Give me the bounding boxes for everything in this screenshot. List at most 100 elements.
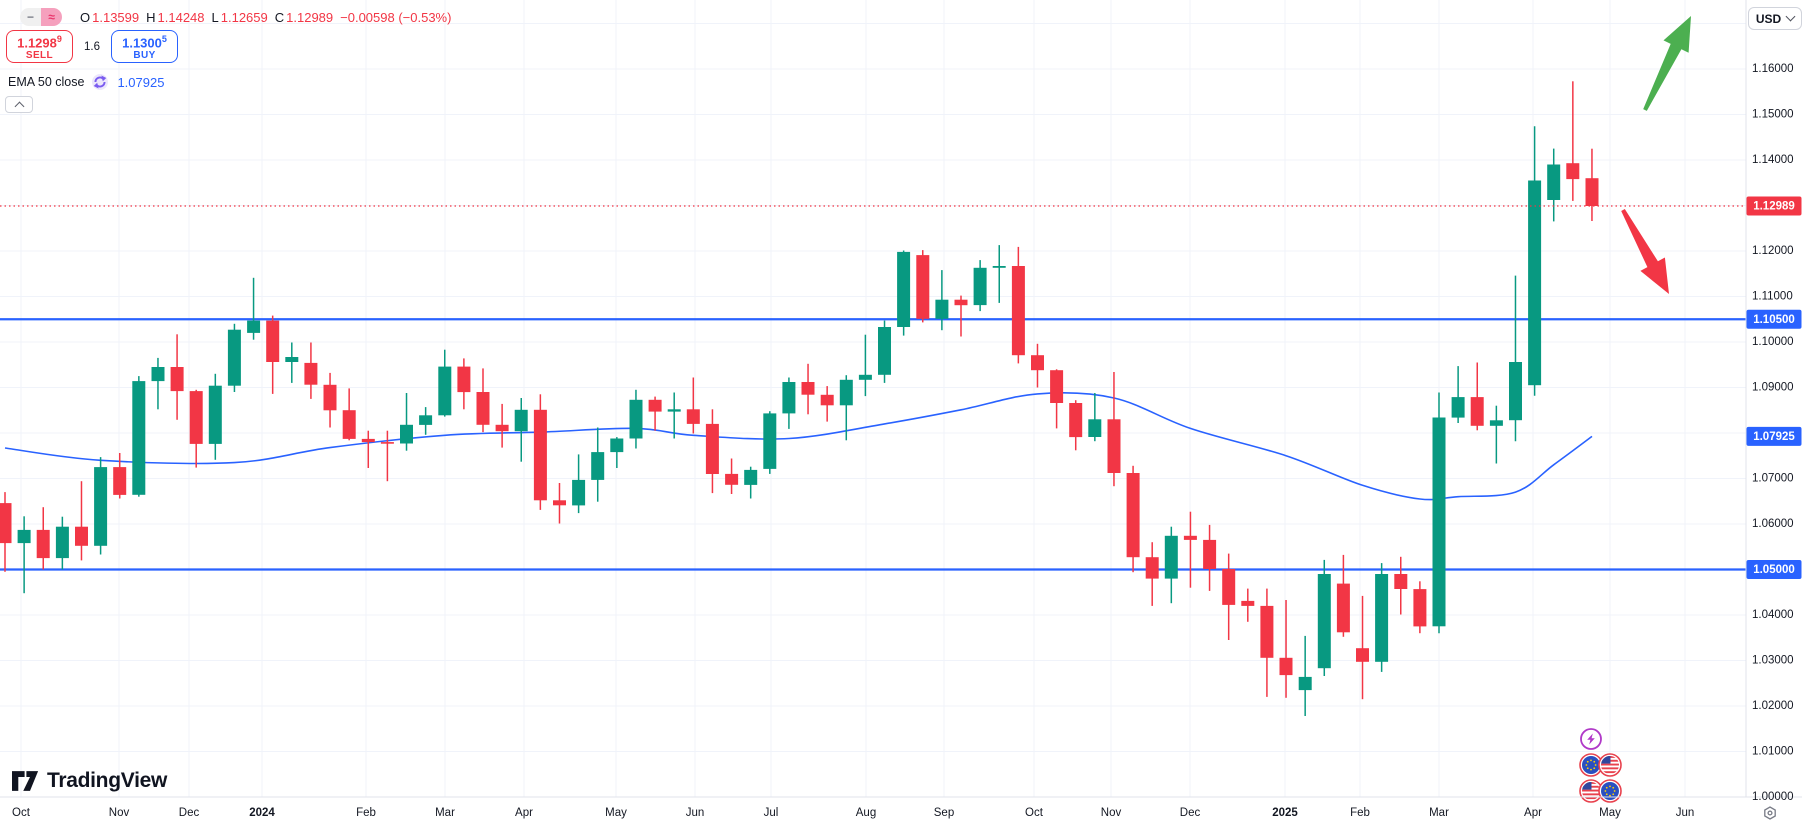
candle <box>1088 419 1102 437</box>
buy-button[interactable]: 1.13005 BUY <box>111 30 178 63</box>
time-axis-label: 2025 <box>1272 807 1298 819</box>
candle <box>94 467 108 546</box>
indicator-visibility-pill[interactable]: − ≈ <box>20 8 62 26</box>
candle <box>839 379 853 406</box>
buy-price-sup: 5 <box>161 33 167 44</box>
spread-value: 1.6 <box>84 40 100 53</box>
candle <box>514 409 528 432</box>
minus-icon[interactable]: − <box>20 8 41 26</box>
candle <box>1126 473 1140 558</box>
price-axis-label: 1.09000 <box>1752 382 1794 394</box>
price-axis-label: 1.00000 <box>1752 791 1794 803</box>
candle <box>935 299 949 319</box>
tradingview-watermark: TradingView <box>12 768 167 793</box>
candle <box>897 251 911 327</box>
us-flag-icon[interactable] <box>1598 753 1622 777</box>
candle <box>113 467 127 495</box>
price-badge <box>1746 560 1802 579</box>
down-arrow-drawing[interactable] <box>1621 209 1669 294</box>
economic-events-lightning-icon[interactable] <box>1580 728 1602 750</box>
candle <box>992 266 1006 268</box>
candle <box>285 357 299 362</box>
candle <box>667 409 681 412</box>
currency-selector[interactable]: USD <box>1748 7 1802 30</box>
candle <box>75 526 88 546</box>
candle <box>648 399 662 412</box>
candle <box>725 473 739 485</box>
candle <box>495 424 509 432</box>
symbol-legend-row: − ≈ O 1.13599 H 1.14248 L 1.12659 C 1.12989 … <box>20 7 451 27</box>
candle <box>591 452 605 480</box>
time-axis[interactable]: Oct Nov Dec 2024 Feb Mar Apr May Jun Jul Aug Sep Oct… <box>12 807 1694 819</box>
eu-flag-icon[interactable] <box>1598 779 1622 803</box>
chevron-up-icon <box>14 101 24 111</box>
ema-line[interactable] <box>4 391 1593 501</box>
change-value: −0.00598 (−0.53%) <box>340 9 452 25</box>
eu-flag-icon[interactable] <box>1579 753 1603 777</box>
candle <box>553 500 566 506</box>
candle <box>744 469 758 485</box>
time-axis-label: Aug <box>856 807 876 819</box>
axis-settings-icon[interactable] <box>1764 806 1776 820</box>
candles <box>0 81 1599 716</box>
time-axis-label: May <box>605 807 627 819</box>
candle <box>1241 600 1255 606</box>
sell-label: SELL <box>25 50 54 62</box>
price-axis[interactable]: 1.16000 1.15000 1.14000 1.12000 1.11000 1.100… <box>1746 63 1802 803</box>
indicator-name: EMA 50 close <box>8 75 85 89</box>
low-value: 1.12659 <box>220 9 268 25</box>
tradingview-brand-text: TradingView <box>47 768 168 792</box>
price-axis-label: 1.01000 <box>1752 746 1794 758</box>
price-axis-label: 1.12000 <box>1752 245 1794 257</box>
candle <box>1203 539 1217 569</box>
candle <box>189 391 203 444</box>
candle <box>1183 535 1197 540</box>
price-axis-label: 1.11000 <box>1752 291 1793 303</box>
candle <box>1298 676 1312 691</box>
candle <box>304 362 318 385</box>
time-axis-label: 2024 <box>249 807 275 819</box>
candle <box>1451 397 1465 418</box>
high-value: 1.14248 <box>157 9 205 25</box>
time-axis-label: Nov <box>109 807 130 819</box>
trade-buttons-row: 1.12989 SELL 1.6 1.13005 BUY <box>6 30 178 63</box>
collapse-indicators-button[interactable] <box>5 96 33 113</box>
candle <box>1470 397 1484 426</box>
sell-price: 1.1298 <box>17 35 57 51</box>
sell-button[interactable]: 1.12989 SELL <box>6 30 73 63</box>
time-axis-label: Nov <box>1101 807 1122 819</box>
candle <box>1260 605 1274 658</box>
time-axis-label: Sep <box>934 807 954 819</box>
sell-price-sup: 9 <box>56 33 62 44</box>
open-label: O <box>80 9 91 25</box>
candle <box>916 255 930 319</box>
up-arrow-drawing[interactable] <box>1643 16 1691 111</box>
price-axis-label: 1.07000 <box>1752 473 1794 485</box>
candle <box>610 438 624 453</box>
candle <box>323 384 337 411</box>
candle <box>1145 557 1159 579</box>
candle <box>1050 370 1064 403</box>
candle <box>208 385 222 444</box>
candle <box>686 409 700 424</box>
price-badge <box>1746 309 1802 329</box>
candle <box>55 526 69 559</box>
price-axis-label: 1.15000 <box>1752 109 1794 121</box>
time-axis-label: Jun <box>1676 807 1695 819</box>
candle <box>438 366 452 416</box>
candle <box>1432 417 1446 627</box>
time-axis-label: Oct <box>1025 807 1044 819</box>
candle <box>533 409 547 501</box>
candle <box>1336 583 1350 633</box>
candle <box>476 392 490 425</box>
candle <box>878 327 891 375</box>
low-label: L <box>211 9 219 25</box>
price-badge <box>1746 426 1802 446</box>
candle <box>266 320 280 362</box>
close-label: C <box>274 9 285 25</box>
indicator-legend[interactable]: EMA 50 close 1.07925 <box>8 73 164 91</box>
candle <box>1011 266 1025 356</box>
candle <box>782 382 796 414</box>
wave-icon[interactable]: ≈ <box>41 8 62 26</box>
